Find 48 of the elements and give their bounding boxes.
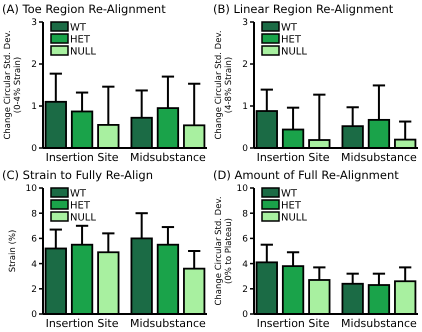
legend-label: NULL — [281, 46, 308, 58]
legend-label: HET — [281, 200, 302, 212]
chart-title: (D) Amount of Full Re-Alignment — [213, 168, 400, 182]
legend-label: NULL — [281, 212, 308, 224]
y-tick-label: 6 — [31, 234, 38, 245]
y-tick-label: 4 — [242, 260, 248, 270]
y-tick-label: 2 — [31, 60, 37, 70]
chart-title: (C) Strain to Fully Re-Align — [2, 168, 153, 182]
y-tick-label: 2 — [242, 60, 248, 70]
y-tick-label: 6 — [242, 234, 248, 245]
y-tick-label: 8 — [242, 209, 248, 220]
y-tick-label: 2 — [242, 284, 248, 295]
chart-title: (B) Linear Region Re-Alignment — [213, 2, 394, 16]
x-tick-label: Midsubstance — [341, 317, 418, 330]
y-tick-label: 0 — [31, 310, 38, 320]
legend-label: NULL — [70, 46, 96, 58]
chart-title: (A) Toe Region Re-Alignment — [2, 2, 166, 16]
legend-label: HET — [281, 34, 302, 46]
x-tick-label: Insertion Site — [256, 151, 330, 164]
y-axis-title: Change Circular Std. Dev. (4-8% Strain) — [214, 30, 234, 140]
x-tick-label: Midsubstance — [130, 317, 206, 330]
y-tick-label: 0 — [242, 144, 248, 154]
legend-label: HET — [70, 34, 91, 46]
x-tick-label: Insertion Site — [46, 151, 119, 164]
y-tick-label: 10 — [236, 184, 248, 194]
y-tick-label: 4 — [31, 260, 38, 270]
x-tick-label: Midsubstance — [341, 151, 418, 164]
y-axis-title: Strain (%) — [8, 230, 18, 272]
y-tick-label: 8 — [31, 209, 38, 220]
y-tick-label: 0 — [31, 144, 38, 154]
x-tick-label: Insertion Site — [46, 317, 119, 330]
y-axis-title: Change Circular Std. Dev. (0% to Plateau) — [214, 196, 234, 306]
legend-label: WT — [281, 188, 298, 200]
y-tick-label: 3 — [31, 18, 37, 28]
legend-label: HET — [70, 200, 91, 212]
y-tick-label: 0 — [242, 310, 248, 320]
legend-label: NULL — [70, 212, 96, 224]
x-tick-label: Midsubstance — [130, 151, 206, 164]
x-tick-label: Insertion Site — [256, 317, 330, 330]
y-tick-label: 10 — [26, 184, 38, 194]
legend-label: WT — [281, 22, 298, 34]
y-tick-label: 3 — [242, 18, 248, 28]
legend-label: WT — [70, 22, 87, 34]
y-axis-title: Change Circular Std. Dev. (0-4% Strain) — [3, 30, 23, 140]
y-tick-label: 1 — [242, 102, 248, 112]
y-tick-label: 2 — [31, 284, 37, 295]
legend-label: WT — [70, 188, 87, 200]
y-tick-label: 1 — [31, 102, 37, 112]
